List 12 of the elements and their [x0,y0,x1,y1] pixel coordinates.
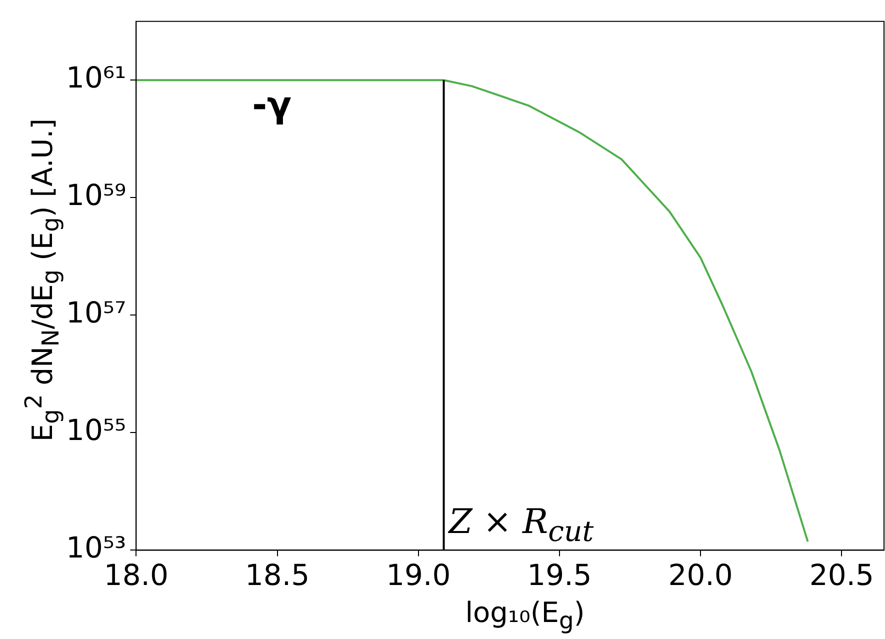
x-tick-label: 18.5 [244,558,310,592]
x-tick-label: 20.5 [809,558,874,592]
y-tick-label: 10⁵⁷ [66,296,126,330]
y-tick-label: 10⁶¹ [66,60,126,95]
annotation: -γ [252,84,292,126]
x-tick-label: 19.0 [386,558,451,592]
y-tick-label: 10⁵⁵ [66,413,126,448]
ref-line-label: Z × R$_{cut}$ [448,502,594,548]
x-axis-title: log₁₀(E$_{g}$) [465,596,585,635]
y-tick-label: 10⁵⁹ [66,178,126,212]
x-tick-label: 19.5 [527,558,592,592]
x-tick-label: 20.0 [668,558,733,592]
